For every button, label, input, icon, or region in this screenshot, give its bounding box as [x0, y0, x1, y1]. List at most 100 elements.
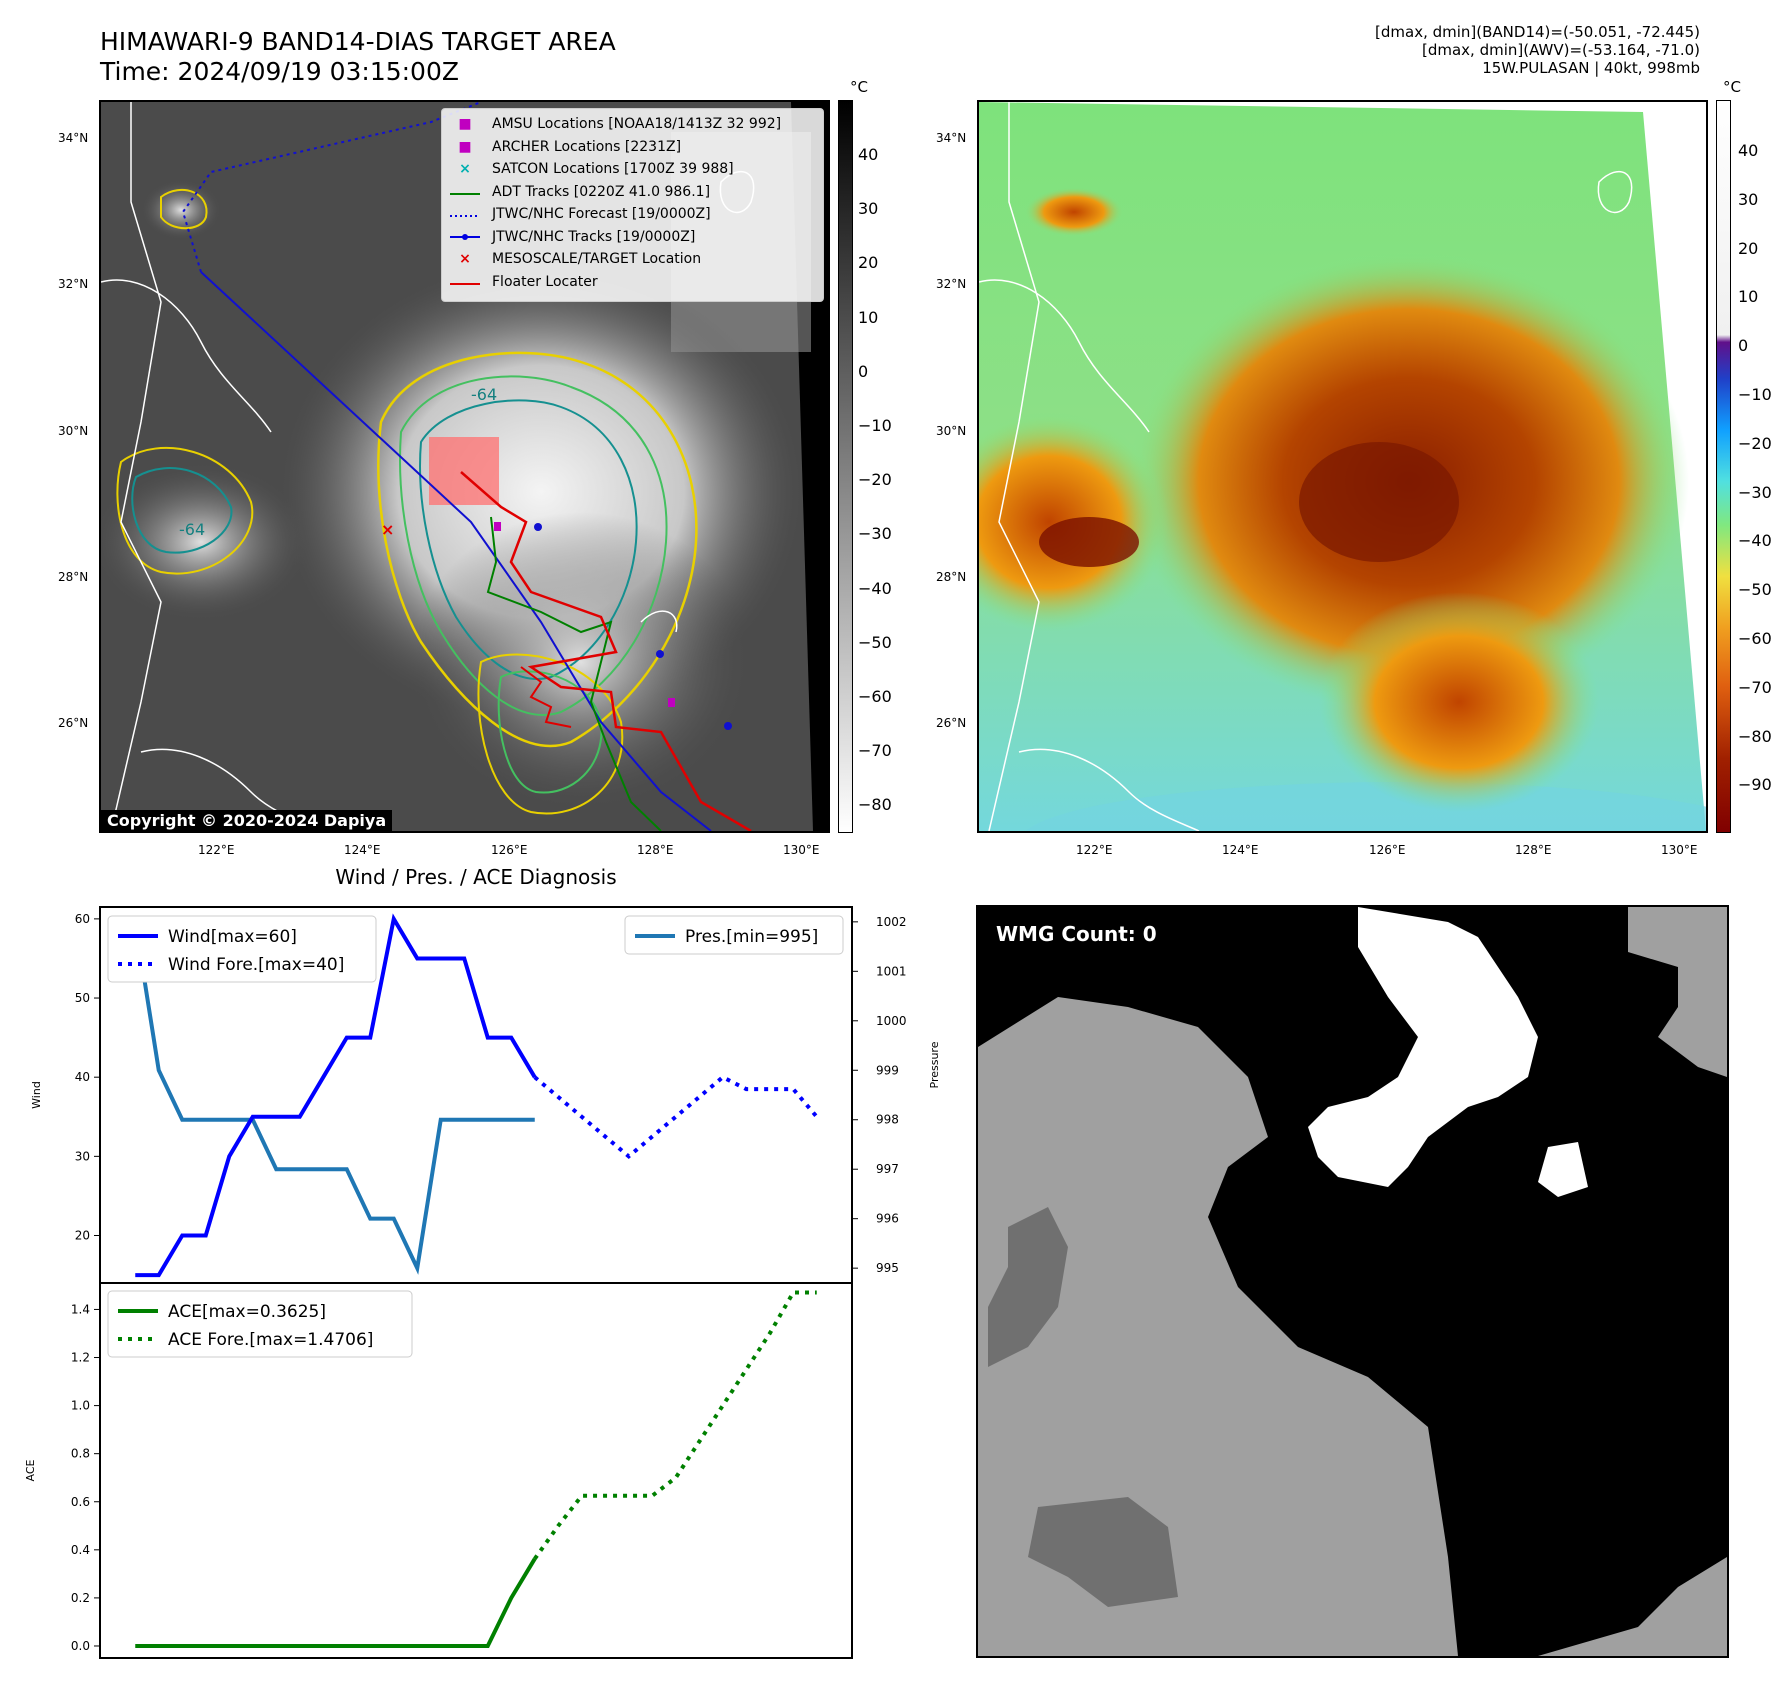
wind-legend-label: Wind Fore.[max=40]: [168, 955, 344, 975]
lon-label: 130°E: [1661, 843, 1698, 857]
awv-colorbar-tick: 0: [1738, 336, 1749, 356]
awv-colorbar-tick: −80: [1738, 726, 1772, 746]
legend-floater: Floater Locater: [450, 271, 815, 294]
ir-colorbar-tick: 10: [858, 307, 879, 327]
lat-label: 30°N: [936, 424, 967, 438]
storm-info: 15W.PULASAN | 40kt, 998mb: [1482, 59, 1700, 77]
ir-colorbar-tick: 20: [858, 253, 879, 273]
dmax-info: [dmax, dmin](BAND14)=(-50.051, -72.445) …: [1375, 23, 1700, 77]
square-marker-icon: ■: [458, 116, 472, 133]
legend-jtwc-forecast-label: JTWC/NHC Forecast [19/0000Z]: [492, 206, 711, 223]
ace-legend-box: [107, 1290, 413, 1358]
lat-label: 26°N: [58, 716, 89, 730]
awv-colorbar-tick: −10: [1738, 385, 1772, 404]
legend-satcon-label: SATCON Locations [1700Z 39 988]: [492, 161, 734, 178]
legend-mesoscale: × MESOSCALE/TARGET Location: [450, 248, 815, 271]
svg-text:-64: -64: [471, 385, 497, 404]
legend-satcon: × SATCON Locations [1700Z 39 988]: [450, 158, 815, 181]
wind-forecast-series-line: [533, 1074, 819, 1159]
lon-label: 122°E: [198, 843, 235, 857]
ir-colorbar-tick: −20: [858, 470, 892, 490]
ir-colorbar-tick: 40: [858, 145, 879, 164]
awv-colorbar: [1716, 100, 1731, 833]
ace-series-line: [135, 1557, 537, 1648]
lon-label: 126°E: [1369, 843, 1406, 857]
diagnosis-chart: Wind / Pres. / ACE Diagnosis 20 30 40 50 60 99…: [24, 865, 941, 1659]
wind-ytick-label: 30: [75, 1149, 90, 1163]
ace-axis-label: ACE: [24, 1459, 37, 1481]
pressure-ytick-label: 996: [876, 1212, 899, 1226]
ir-colorbar-tick: −80: [858, 795, 892, 815]
lat-label: 28°N: [936, 570, 967, 584]
awv-colorbar-tick: −70: [1738, 677, 1772, 697]
svg-text:-64: -64: [179, 520, 205, 539]
ace-ytick-label: 1.0: [71, 1399, 90, 1413]
wind-legend-box: [107, 915, 377, 983]
legend-archer: ■ ARCHER Locations [2231Z]: [450, 136, 815, 159]
wind-ytick-label: 40: [75, 1070, 90, 1084]
ir-colorbar-tick: −60: [858, 687, 892, 706]
lat-label: 26°N: [936, 716, 967, 730]
lon-label: 128°E: [637, 843, 674, 857]
awv-colorbar-tick: 10: [1738, 287, 1759, 307]
lat-label: 28°N: [58, 570, 89, 584]
awv-colorbar-tick: 20: [1738, 238, 1759, 258]
ace-forecast-series-line: [533, 1290, 817, 1561]
figure-title: HIMAWARI-9 BAND14-DIAS TARGET AREA: [100, 27, 616, 56]
wind-ytick-label: 20: [75, 1229, 90, 1243]
ace-ytick-label: 0.8: [71, 1447, 90, 1461]
lon-label: 124°E: [1222, 843, 1259, 857]
copyright-label: Copyright © 2020-2024 Dapiya: [101, 810, 393, 831]
square-marker-icon: ■: [458, 138, 472, 155]
ace-ytick-label: 1.4: [71, 1302, 90, 1316]
awv-colorbar-tick: 30: [1738, 189, 1759, 209]
wind-series-line: [135, 913, 537, 1278]
ir-colorbar-unit: °C: [850, 78, 868, 96]
awv-colorbar-tick: −20: [1738, 433, 1772, 453]
awv-colorbar-tick: −50: [1738, 580, 1772, 600]
ir-colorbar-tick: −40: [858, 578, 892, 598]
legend-adt-label: ADT Tracks [0220Z 41.0 986.1]: [492, 183, 711, 200]
awv-colorbar-tick: 40: [1738, 141, 1759, 160]
ir-colorbar-tick: −30: [858, 524, 892, 544]
legend-jtwc-tracks-label: JTWC/NHC Tracks [19/0000Z]: [492, 228, 696, 245]
dotted-line-icon: [450, 206, 480, 222]
lat-label: 34°N: [936, 131, 967, 145]
line-marker-icon: [450, 274, 480, 290]
lat-label: 34°N: [58, 131, 89, 145]
pressure-legend-box: [624, 915, 844, 955]
lat-label: 32°N: [58, 277, 89, 291]
pressure-ytick-label: 999: [876, 1063, 899, 1077]
pressure-series-line: [133, 921, 535, 1275]
ace-ytick-label: 0.4: [71, 1543, 90, 1557]
wind-axis-label: Wind: [30, 1081, 43, 1109]
dmax-band14: [dmax, dmin](BAND14)=(-50.051, -72.445): [1375, 23, 1700, 41]
line-marker-icon: [450, 184, 480, 200]
ir-colorbar-tick: −10: [858, 416, 892, 435]
legend-archer-label: ARCHER Locations [2231Z]: [492, 138, 682, 155]
lon-label: 128°E: [1515, 843, 1552, 857]
legend-jtwc-tracks: JTWC/NHC Tracks [19/0000Z]: [450, 226, 815, 249]
wmg-image: [978, 907, 1727, 1656]
ir-map-panel: -64 -64 × ■ AMSU Locations [NOAA18/1413Z …: [99, 100, 830, 833]
awv-map-panel: [977, 100, 1708, 833]
pressure-ytick-label: 997: [876, 1162, 899, 1176]
chart-title: Wind / Pres. / ACE Diagnosis: [335, 865, 616, 889]
legend-floater-label: Floater Locater: [492, 273, 598, 290]
wind-ytick-label: 60: [75, 912, 90, 926]
ir-colorbar-tick: 0: [858, 361, 869, 381]
pressure-legend-label: Pres.[min=995]: [685, 927, 818, 947]
pressure-ytick-label: 1001: [876, 964, 907, 978]
ace-legend-label: ACE Fore.[max=1.4706]: [168, 1330, 373, 1350]
x-marker-icon: ×: [459, 161, 471, 178]
ace-ytick-label: 0.0: [71, 1639, 90, 1653]
figure-time: Time: 2024/09/19 03:15:00Z: [100, 57, 459, 86]
ir-colorbar: [838, 100, 853, 833]
awv-map-image: [979, 102, 1706, 831]
pressure-ytick-label: 995: [876, 1261, 899, 1275]
wmg-panel: WMG Count: 0: [976, 905, 1729, 1658]
awv-colorbar-tick: −30: [1738, 482, 1772, 502]
legend-adt: ADT Tracks [0220Z 41.0 986.1]: [450, 181, 815, 204]
pressure-ytick-label: 998: [876, 1113, 899, 1127]
dmax-awv: [dmax, dmin](AWV)=(-53.164, -71.0): [1421, 41, 1700, 59]
